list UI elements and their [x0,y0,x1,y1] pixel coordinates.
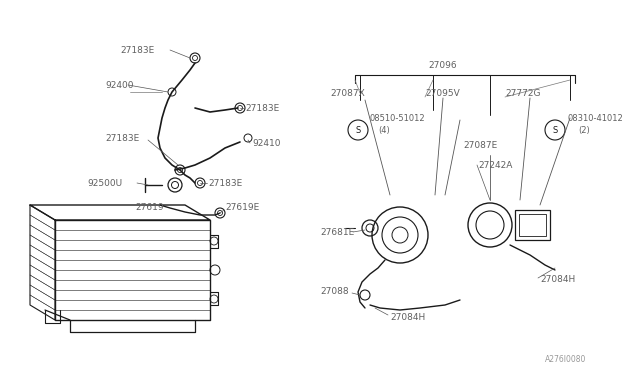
Text: S: S [355,125,360,135]
Text: 27242A: 27242A [478,160,513,170]
Bar [519,214,546,236]
Text: 27183E: 27183E [120,45,154,55]
Text: 92410: 92410 [252,138,280,148]
Text: A276I0080: A276I0080 [545,356,586,365]
Text: 27183E: 27183E [208,179,243,187]
Text: 92400: 92400 [105,80,134,90]
Text: (4): (4) [378,125,390,135]
Text: 27087X: 27087X [330,89,365,97]
Text: 27772G: 27772G [505,89,541,97]
Text: 08310-41012: 08310-41012 [567,113,623,122]
Text: 92500U: 92500U [87,179,122,187]
Text: 27183E: 27183E [105,134,140,142]
Text: 27619E: 27619E [225,202,259,212]
Bar [515,210,550,240]
Text: 27084H: 27084H [540,276,575,285]
Text: S: S [552,125,557,135]
Text: (2): (2) [578,125,589,135]
Text: 27619: 27619 [135,202,164,212]
Text: 27095V: 27095V [425,89,460,97]
Text: 27084H: 27084H [390,314,425,323]
Text: 27681E: 27681E [320,228,355,237]
Text: 27183E: 27183E [245,103,279,112]
Text: 27096: 27096 [429,61,458,70]
Text: 08510-51012: 08510-51012 [370,113,426,122]
Text: 27087E: 27087E [463,141,497,150]
Text: 27088: 27088 [320,288,349,296]
